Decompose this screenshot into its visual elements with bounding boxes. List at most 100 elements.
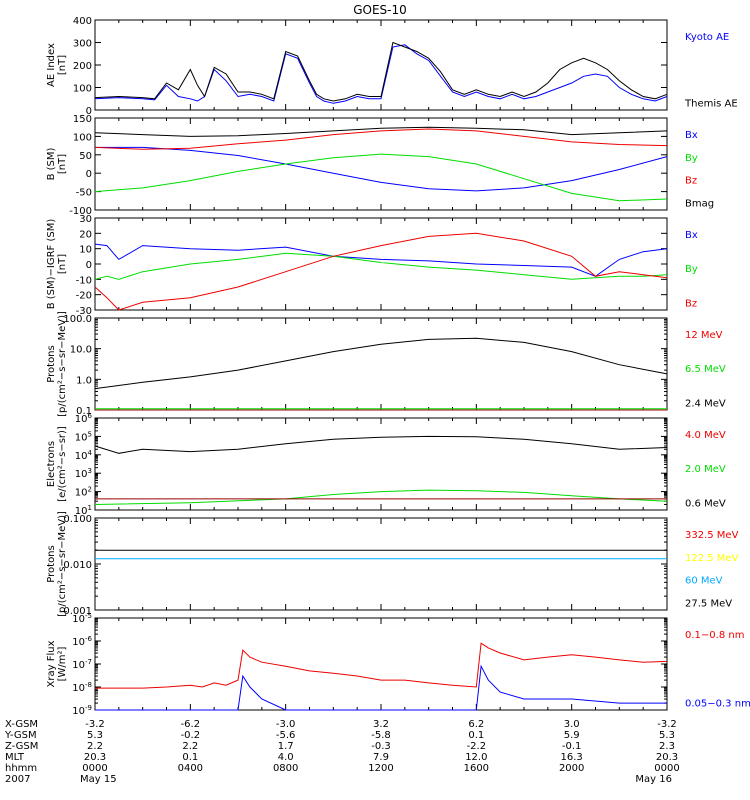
legend-label: Kyoto AE — [685, 32, 729, 43]
legend-label: By — [685, 264, 698, 275]
panel-xray: 10-9 10-8 10-7 10-6 10-5 Xray Flux[W/m²] 0.1−0… — [46, 612, 750, 717]
panel-frame — [94, 317, 668, 411]
y-tick-label: 10-6 — [72, 635, 92, 648]
series-0-05-0-3-nm — [95, 664, 667, 711]
series-2-0-mev — [94, 489, 668, 505]
series-0-6-mev — [94, 435, 668, 454]
footer-value: 6.2 — [468, 719, 484, 730]
footer-value: 1.7 — [278, 741, 294, 752]
legend-label: Bx — [685, 130, 698, 141]
panel-bsm: -100 -50 0 50 100 150 B (SM)[nT] Bx By Bz Bmag — [46, 114, 714, 217]
footer-value: 5.3 — [659, 730, 675, 741]
footer-row-label: Z-GSM — [5, 741, 38, 752]
footer-value: 2.2 — [87, 741, 103, 752]
y-tick-label: -100 — [69, 206, 92, 217]
legend-label: 0.1−0.8 nm — [685, 630, 744, 641]
footer-value: -5.8 — [371, 730, 391, 741]
y-tick-label: 20 — [79, 229, 92, 240]
footer-value: 2.3 — [659, 741, 675, 752]
footer-value: 3.2 — [373, 719, 389, 730]
footer-value: -3.2 — [85, 719, 105, 730]
footer-value: 0.1 — [182, 752, 198, 763]
series-themis-ae — [94, 41, 668, 102]
series-by — [94, 252, 668, 280]
y-tick-label: -30 — [76, 306, 92, 317]
footer-value: 0400 — [178, 763, 203, 774]
footer-value: -0.1 — [562, 741, 582, 752]
footer-value: 1200 — [368, 763, 393, 774]
legend-label: By — [685, 153, 698, 164]
footer-value: 0800 — [273, 763, 298, 774]
legend-label: 2.0 MeV — [685, 464, 726, 475]
footer-value: 20.3 — [656, 752, 678, 763]
footer-value: 5.3 — [87, 730, 103, 741]
y-tick-label: 101 — [75, 504, 92, 517]
legend-label: 0.6 MeV — [685, 498, 726, 509]
legend-label: 2.4 MeV — [685, 398, 726, 409]
legend-label: 122.5 MeV — [685, 553, 739, 564]
footer-value: May 16 — [635, 774, 672, 785]
footer-row-label: MLT — [5, 752, 25, 763]
y-tick-label: 100 — [73, 84, 92, 95]
series-2-4-mev — [94, 337, 668, 390]
footer-value: -0.2 — [181, 730, 201, 741]
panel-bigrf: -30 -20 -10 0 10 20 30 B (SM)−IGRF (SM)[nT] Bx By… — [46, 214, 698, 317]
panel-electrons: 101 102 103 104 105 106 Electrons[e/(cm²−s−sr)… — [46, 412, 726, 517]
legend-label: 60 MeV — [685, 576, 723, 587]
footer-value: -2.2 — [467, 741, 487, 752]
footer-value: -3.2 — [657, 719, 677, 730]
y-tick-label: 0.010 — [63, 560, 92, 571]
panel-frame — [94, 517, 668, 611]
footer-value: -3.0 — [276, 719, 296, 730]
footer-row-label: Y-GSM — [4, 730, 37, 741]
y-tick-label: 150 — [73, 114, 92, 125]
y-tick-label: -50 — [76, 188, 92, 199]
y-tick-label: 100 — [73, 132, 92, 143]
y-tick-label: 10.0 — [70, 345, 92, 356]
legend-label: Bz — [685, 176, 697, 187]
series-bz — [94, 232, 668, 311]
series-bmag — [94, 126, 668, 137]
panel-frame — [94, 117, 668, 211]
footer-value: 7.9 — [373, 752, 389, 763]
legend-label: 332.5 MeV — [685, 530, 739, 541]
y-tick-label: 30 — [79, 214, 92, 225]
footer-value: 2000 — [559, 763, 584, 774]
y-axis-label: AE Index[nT] — [46, 43, 68, 87]
series-by — [94, 153, 668, 202]
footer-value: May 15 — [80, 774, 117, 785]
y-tick-label: 200 — [73, 61, 92, 72]
y-tick-label: 1.0 — [76, 375, 92, 386]
y-tick-label: 0.1 — [76, 406, 92, 417]
legend-label: 0.05−0.3 nm — [685, 698, 750, 709]
y-tick-label: 103 — [75, 467, 92, 480]
panel-frame — [94, 617, 668, 711]
chart-title: GOES-10 — [353, 3, 407, 17]
y-tick-label: 104 — [75, 449, 93, 462]
footer-value: 5.9 — [564, 730, 580, 741]
y-tick-label: 0.100 — [63, 514, 92, 525]
legend-label: 6.5 MeV — [685, 364, 726, 375]
y-tick-label: 300 — [73, 39, 92, 50]
legend-label: Bz — [685, 298, 697, 309]
panel-protons1: 0.1 1.0 10.0 100.0Protons[p/(cm²−s−sr−MeV)]… — [46, 311, 726, 417]
footer-row-label: 2007 — [5, 774, 30, 785]
y-tick-label: 102 — [75, 486, 92, 499]
footer-value: 16.3 — [561, 752, 583, 763]
y-axis-label: Protons[p/(cm²−s−sr−MeV)] — [46, 511, 68, 617]
footer-row-label: hhmm — [5, 763, 37, 774]
footer-value: 0000 — [654, 763, 679, 774]
y-tick-label: 10-5 — [72, 612, 92, 625]
footer-value: 3.0 — [564, 719, 580, 730]
y-axis-label: B (SM)−IGRF (SM)[nT] — [46, 219, 68, 310]
y-axis-label: Electrons[e/(cm²−s−sr)] — [46, 426, 68, 502]
footer-value: 1600 — [464, 763, 489, 774]
y-tick-label: 106 — [75, 412, 93, 425]
footer-row-label: X-GSM — [5, 719, 38, 730]
footer-value: 12.0 — [465, 752, 487, 763]
y-tick-label: 105 — [75, 430, 92, 443]
series-bx — [95, 146, 668, 192]
y-axis-label: B (SM)[nT] — [46, 147, 68, 180]
y-tick-label: -20 — [76, 291, 92, 302]
